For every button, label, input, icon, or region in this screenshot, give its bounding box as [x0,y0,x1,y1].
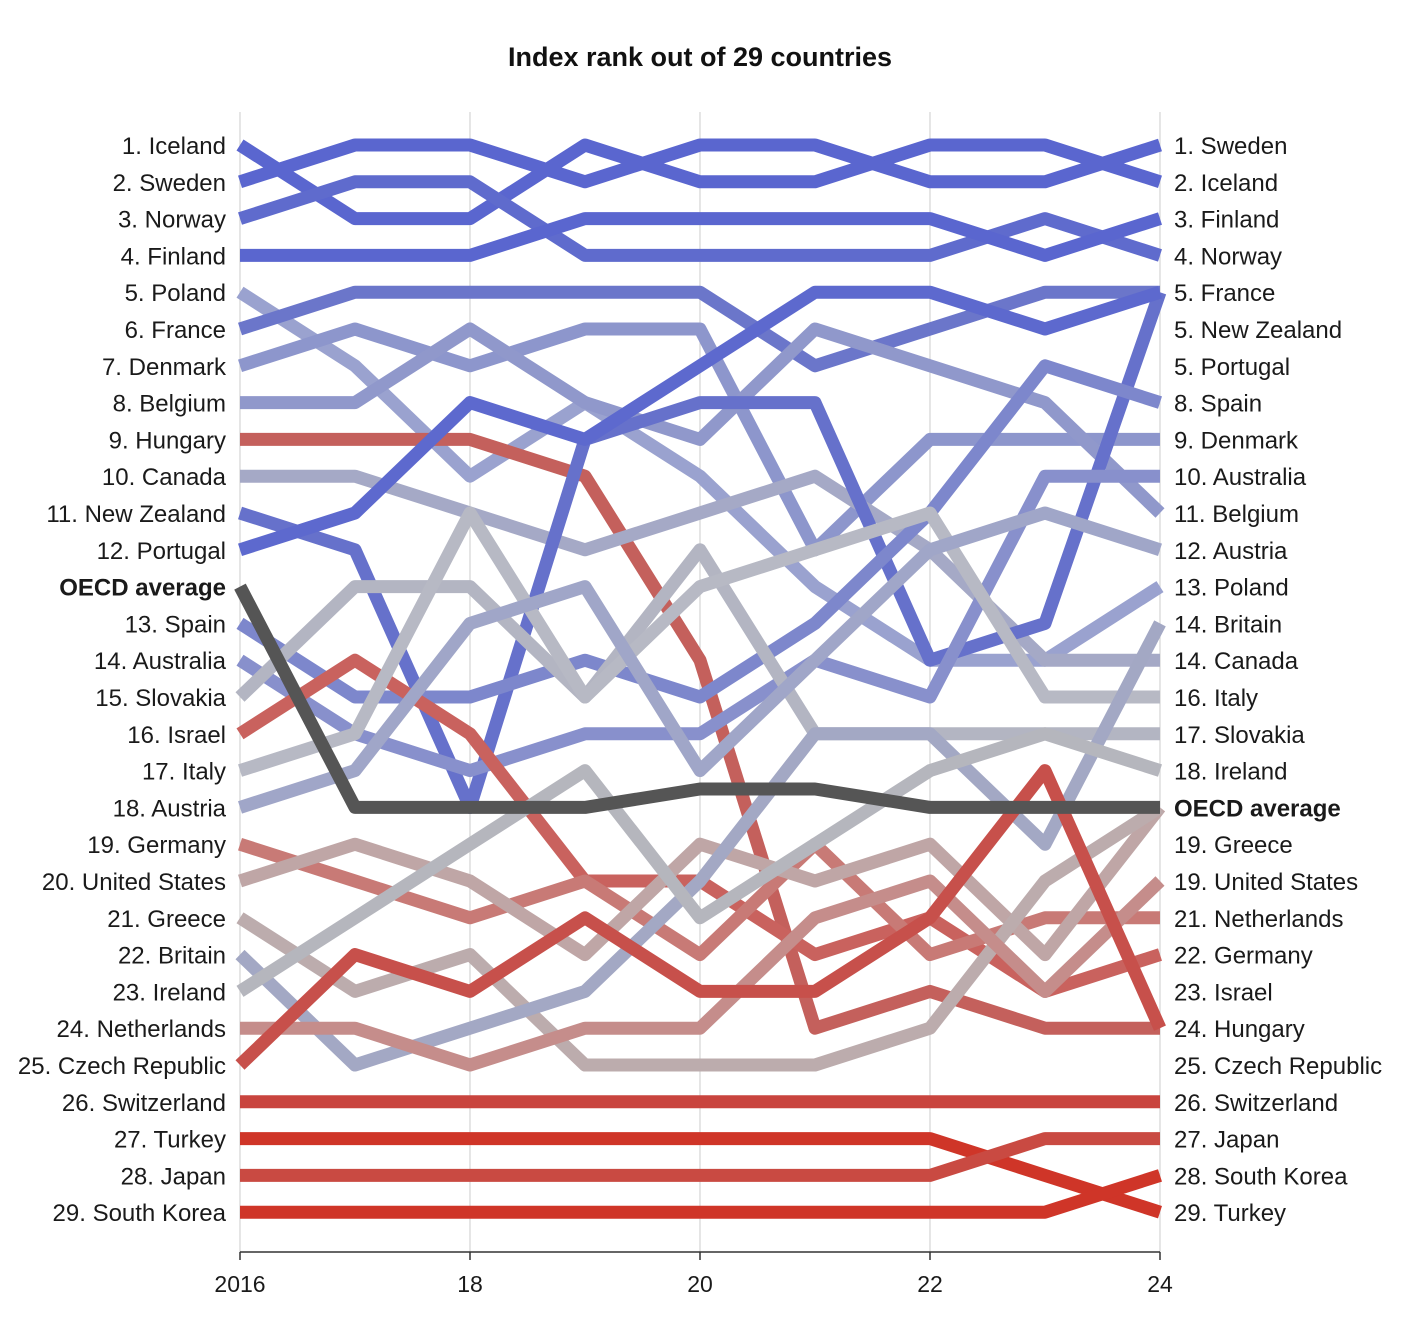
right-rank-label: 26. Switzerland [1174,1090,1338,1117]
series-line-czech-republic [235,764,1166,1070]
left-rank-label: 21. Greece [107,906,226,933]
series-line-italy [238,506,1160,777]
left-rank-label: 6. France [125,317,226,344]
series-line-spain [236,359,1162,704]
left-rank-label: 28. Japan [121,1163,226,1190]
right-rank-label: 21. Netherlands [1174,906,1343,933]
left-rank-label: 22. Britain [118,943,226,970]
right-rank-label: 14. Canada [1174,648,1299,675]
right-rank-label: 27. Japan [1174,1127,1279,1154]
right-rank-label: 5. Portugal [1174,354,1290,381]
right-rank-label: 28. South Korea [1174,1163,1348,1190]
left-rank-label: 3. Norway [118,207,226,234]
x-axis-ticks: 2016 18 20 22 24 [214,1251,1173,1297]
right-rank-label: 22. Germany [1174,943,1313,970]
right-rank-label: 19. United States [1174,869,1358,896]
series-line-france [238,285,1160,373]
right-rank-label: 17. Slovakia [1174,722,1305,749]
series-line-iceland [236,138,1162,226]
right-rank-label: 29. Turkey [1174,1200,1286,1227]
series-line-australia [236,469,1160,778]
left-rank-label: 17. Italy [142,759,226,786]
x-tick-label: 18 [457,1271,483,1297]
series-line-finland [240,212,1162,262]
x-tick-label: 2016 [214,1271,265,1297]
right-rank-label: 16. Italy [1174,685,1258,712]
left-rank-label: 1. Iceland [122,133,226,160]
left-rank-label: 24. Netherlands [57,1016,226,1043]
right-rank-label: 13. Poland [1174,575,1289,602]
right-rank-label: 9. Denmark [1174,427,1299,454]
left-rank-label: 15. Slovakia [95,685,226,712]
left-rank-label: 14. Australia [94,648,227,675]
left-rank-label: 26. Switzerland [62,1090,226,1117]
left-rank-label: 27. Turkey [114,1127,226,1154]
right-rank-label: 19. Greece [1174,832,1293,859]
left-rank-label: 12. Portugal [97,538,226,565]
right-labels: 1. Sweden 2. Iceland 3. Finland 4. Norway 5.… [1174,133,1382,1227]
right-rank-label: 18. Ireland [1174,759,1287,786]
right-rank-label: 5. New Zealand [1174,317,1342,344]
right-rank-label: 4. Norway [1174,243,1282,270]
right-rank-label: 2. Iceland [1174,170,1278,197]
series-line-poland [236,286,1164,667]
x-tick-label: 24 [1147,1271,1173,1297]
series-line-united-states [238,803,1166,962]
right-rank-label: 14. Britain [1174,611,1282,638]
left-rank-label: 10. Canada [102,464,227,491]
series-line-canada [240,469,1160,667]
right-rank-label: 24. Hungary [1174,1016,1305,1043]
series-line-austria [238,506,1162,814]
series-line-netherlands [240,874,1165,1072]
left-rank-label: 4. Finland [121,243,226,270]
left-rank-label: 29. South Korea [53,1200,227,1227]
right-rank-label: 25. Czech Republic [1174,1053,1382,1080]
series-line-south-korea [240,1169,1162,1219]
left-rank-label: 25. Czech Republic [18,1053,226,1080]
series-line-norway [238,175,1162,262]
right-rank-label: OECD average [1174,795,1341,822]
left-rank-label: 23. Ireland [113,979,226,1006]
series-line-slovakia [235,543,1160,741]
right-rank-label: 8. Spain [1174,391,1262,418]
chart-title: Index rank out of 29 countries [508,42,892,72]
right-rank-label: 1. Sweden [1174,133,1287,160]
left-rank-label: 7. Denmark [102,354,227,381]
series-layer [234,138,1167,1219]
left-rank-label: 13. Spain [125,611,226,638]
series-line-oecd-average [234,583,1160,814]
right-rank-label: 23. Israel [1174,979,1273,1006]
series-line-belgium [240,322,1165,518]
left-rank-label: 8. Belgium [113,391,226,418]
series-line-portugal [238,285,1162,556]
series-line-sweden [238,138,1162,189]
left-rank-label: 11. New Zealand [46,501,226,528]
series-line-japan [240,1132,1160,1182]
left-rank-label: 18. Austria [113,795,227,822]
right-rank-label: 10. Australia [1174,464,1307,491]
right-rank-label: 11. Belgium [1174,501,1299,528]
x-tick-label: 22 [917,1271,943,1297]
series-line-hungary [240,432,1160,1035]
left-rank-label: 19. Germany [87,832,226,859]
left-rank-label: 9. Hungary [109,427,226,454]
right-rank-label: 3. Finland [1174,207,1279,234]
left-rank-label: OECD average [59,575,226,602]
left-rank-label: 16. Israel [127,722,226,749]
left-rank-label: 5. Poland [125,280,226,307]
series-line-turkey [240,1132,1162,1219]
right-rank-label: 5. France [1174,280,1275,307]
right-rank-label: 12. Austria [1174,538,1288,565]
left-rank-label: 2. Sweden [113,170,226,197]
left-rank-label: 20. United States [42,869,226,896]
left-labels: 1. Iceland 2. Sweden 3. Norway 4. Finland 5.… [18,133,227,1227]
series-line-greece [236,801,1164,1072]
series-line-ireland [236,727,1162,997]
series-line-denmark [238,322,1160,557]
x-tick-label: 20 [687,1271,713,1297]
